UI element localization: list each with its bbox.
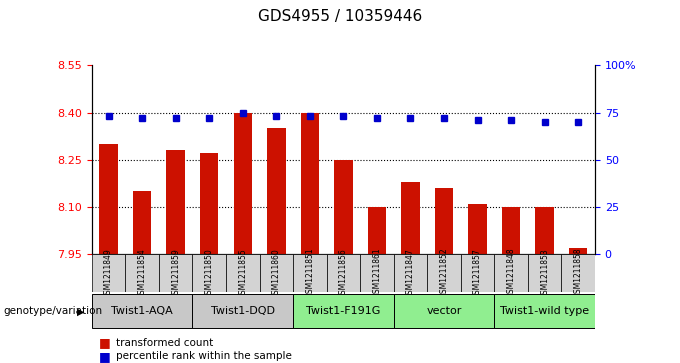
Text: GSM1211855: GSM1211855 bbox=[238, 248, 248, 298]
Text: GSM1211847: GSM1211847 bbox=[406, 248, 415, 298]
Text: GSM1211849: GSM1211849 bbox=[104, 248, 113, 298]
Text: GSM1211859: GSM1211859 bbox=[171, 248, 180, 298]
Bar bbox=[267, 128, 286, 254]
Bar bbox=[92, 294, 192, 329]
Bar bbox=[125, 254, 159, 292]
Bar bbox=[233, 113, 252, 254]
Bar bbox=[569, 248, 588, 254]
Bar bbox=[535, 207, 554, 254]
Text: genotype/variation: genotype/variation bbox=[3, 306, 103, 316]
Text: vector: vector bbox=[426, 306, 462, 316]
Text: GSM1211854: GSM1211854 bbox=[137, 248, 147, 298]
Bar bbox=[260, 254, 293, 292]
Text: GSM1211852: GSM1211852 bbox=[439, 248, 449, 298]
Text: GSM1211860: GSM1211860 bbox=[272, 248, 281, 298]
Bar bbox=[427, 254, 461, 292]
Bar bbox=[192, 294, 293, 329]
Bar bbox=[293, 254, 326, 292]
Bar bbox=[401, 182, 420, 254]
Text: Twist1-AQA: Twist1-AQA bbox=[112, 306, 173, 316]
Text: ▶: ▶ bbox=[77, 306, 84, 316]
Text: ■: ■ bbox=[99, 350, 110, 363]
Bar bbox=[494, 254, 528, 292]
Bar bbox=[562, 254, 595, 292]
Bar bbox=[226, 254, 260, 292]
Bar bbox=[167, 150, 185, 254]
Bar bbox=[435, 188, 454, 254]
Bar bbox=[293, 294, 394, 329]
Text: GSM1211848: GSM1211848 bbox=[507, 248, 515, 298]
Text: GSM1211857: GSM1211857 bbox=[473, 248, 482, 298]
Bar bbox=[528, 254, 562, 292]
Text: percentile rank within the sample: percentile rank within the sample bbox=[116, 351, 292, 362]
Text: Twist1-F191G: Twist1-F191G bbox=[306, 306, 381, 316]
Bar bbox=[461, 254, 494, 292]
Bar bbox=[494, 294, 595, 329]
Bar bbox=[301, 113, 319, 254]
Bar bbox=[200, 154, 218, 254]
Bar bbox=[92, 254, 125, 292]
Text: GSM1211851: GSM1211851 bbox=[305, 248, 314, 298]
Text: ■: ■ bbox=[99, 337, 110, 350]
Text: Twist1-wild type: Twist1-wild type bbox=[500, 306, 590, 316]
Bar bbox=[334, 160, 353, 254]
Text: GSM1211858: GSM1211858 bbox=[574, 248, 583, 298]
Text: GSM1211850: GSM1211850 bbox=[205, 248, 214, 298]
Text: GDS4955 / 10359446: GDS4955 / 10359446 bbox=[258, 9, 422, 24]
Bar bbox=[502, 207, 520, 254]
Bar bbox=[99, 144, 118, 254]
Text: GSM1211853: GSM1211853 bbox=[540, 248, 549, 298]
Text: GSM1211861: GSM1211861 bbox=[373, 248, 381, 298]
Bar bbox=[326, 254, 360, 292]
Bar bbox=[469, 204, 487, 254]
Text: transformed count: transformed count bbox=[116, 338, 213, 348]
Bar bbox=[360, 254, 394, 292]
Bar bbox=[394, 294, 494, 329]
Bar bbox=[133, 191, 152, 254]
Text: Twist1-DQD: Twist1-DQD bbox=[211, 306, 275, 316]
Bar bbox=[192, 254, 226, 292]
Text: GSM1211856: GSM1211856 bbox=[339, 248, 348, 298]
Bar bbox=[394, 254, 427, 292]
Bar bbox=[368, 207, 386, 254]
Bar bbox=[159, 254, 192, 292]
